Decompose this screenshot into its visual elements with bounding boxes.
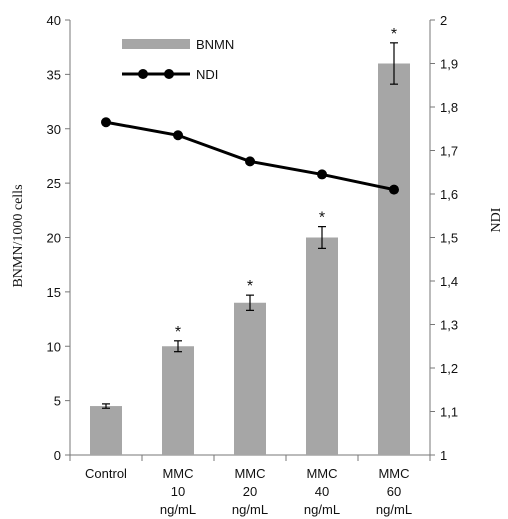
y-tick-label-left: 25 [47, 176, 61, 191]
y-tick-label-right: 1 [440, 448, 447, 463]
significance-asterisk: * [247, 278, 253, 295]
error-bars [102, 42, 398, 409]
y-tick-label-right: 1,5 [440, 231, 458, 246]
bar [90, 406, 122, 455]
x-tick-label: MMC [162, 466, 193, 481]
y-tick-label-right: 2 [440, 13, 447, 28]
bar [234, 302, 266, 455]
y-tick-label-right: 1,9 [440, 57, 458, 72]
bar [306, 237, 338, 455]
legend-label-ndi: NDI [196, 67, 218, 82]
legend-swatch-ndi-marker [138, 69, 148, 79]
axes: 0 5 10 15 20 25 30 35 40 1 1,1 1,2 1,3 1,4 1,5 1,6 1,7 1,… [47, 13, 459, 517]
y-tick-label-right: 1,3 [440, 318, 458, 333]
y-tick-label-right: 1,2 [440, 361, 458, 376]
legend-swatch-bnmn [122, 39, 190, 49]
x-tick-label: ng/mL [160, 502, 196, 517]
significance-markers: * * * * [175, 26, 397, 341]
ndi-point [245, 156, 255, 167]
bar [378, 63, 410, 455]
significance-asterisk: * [319, 210, 325, 227]
significance-asterisk: * [175, 324, 181, 341]
y-tick-label-right: 1,4 [440, 274, 458, 289]
x-tick-label: MMC [378, 466, 409, 481]
y-tick-label-right: 1,1 [440, 405, 458, 420]
x-tick-label: 20 [243, 484, 257, 499]
legend-swatch-ndi-marker [164, 69, 174, 79]
x-tick-label: MMC [234, 466, 265, 481]
significance-asterisk: * [391, 26, 397, 43]
x-tick-label: 60 [387, 484, 401, 499]
legend: BNMN NDI [122, 37, 234, 82]
ndi-line-path [105, 120, 395, 192]
y-tick-label-left: 35 [47, 67, 61, 82]
x-tick-label: 10 [171, 484, 185, 499]
y-tick-label-left: 40 [47, 13, 61, 28]
legend-label-bnmn: BNMN [196, 37, 234, 52]
y-tick-label-left: 20 [47, 231, 61, 246]
ndi-point [389, 184, 399, 195]
y-tick-label-right: 1,7 [440, 144, 458, 159]
ndi-line [101, 117, 399, 195]
ndi-point [101, 117, 111, 128]
y-tick-label-right: 1,6 [440, 187, 458, 202]
x-tick-label: ng/mL [376, 502, 412, 517]
x-tick-label: ng/mL [304, 502, 340, 517]
x-tick-label: ng/mL [232, 502, 268, 517]
x-tick-label: MMC [306, 466, 337, 481]
y-tick-label-left: 0 [54, 448, 61, 463]
bar [162, 346, 194, 455]
y-axis-title-right: NDI [489, 207, 504, 232]
y-tick-label-right: 1,8 [440, 100, 458, 115]
bars [90, 63, 410, 455]
x-tick-label: Control [85, 466, 127, 481]
y-tick-label-left: 5 [54, 394, 61, 409]
ndi-point [173, 130, 183, 141]
y-tick-label-left: 10 [47, 339, 61, 354]
y-axis-title-left: BNMN/1000 cells [11, 184, 26, 287]
y-tick-label-left: 15 [47, 285, 61, 300]
x-tick-label: 40 [315, 484, 329, 499]
y-tick-label-left: 30 [47, 122, 61, 137]
ndi-point [317, 169, 327, 180]
